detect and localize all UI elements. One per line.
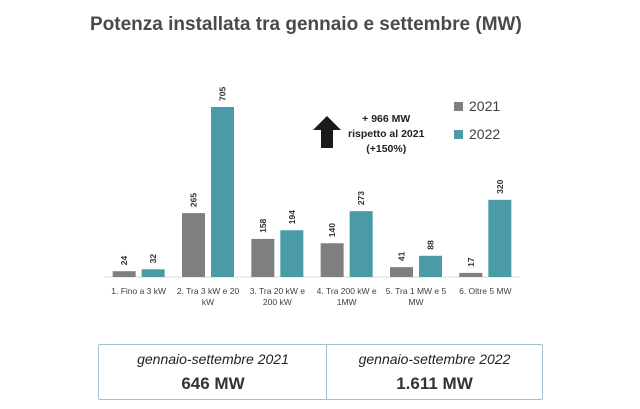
summary-value-2021: 646 MW [181, 374, 245, 393]
data-label-2022-4: 273 [356, 191, 366, 205]
legend-swatch-2022 [454, 129, 463, 139]
data-label-2021-4: 140 [327, 223, 337, 237]
bar-2022-3 [280, 230, 304, 277]
bar-2021-1 [112, 271, 136, 277]
legend-item-2021: 2021 [454, 92, 500, 120]
summary-box-2022: gennaio-settembre 2022 1.611 MW [326, 344, 543, 400]
data-label-2022-6: 320 [495, 179, 505, 193]
legend-label-2022: 2022 [469, 126, 501, 142]
bar-2021-3 [251, 238, 275, 277]
summary-period-2021: gennaio-settembre 2021 [137, 351, 289, 367]
data-label-2021-5: 41 [397, 251, 407, 261]
chart-title: Potenza installata tra gennaio e settemb… [90, 14, 522, 35]
bar-2022-4 [349, 211, 373, 277]
bar-2022-2 [211, 107, 234, 277]
data-label-2021-2: 265 [189, 193, 199, 207]
legend-swatch-2021 [454, 101, 463, 111]
data-label-2022-5: 88 [426, 240, 436, 250]
bar-2021-4 [320, 243, 344, 277]
data-label-2022-3: 194 [287, 210, 297, 224]
category-label-4: 4. Tra 200 kW e 1MW [317, 286, 377, 307]
category-label-2: 2. Tra 3 kW e 20 kW [177, 286, 240, 307]
category-label-6: 6. Oltre 5 MW [459, 286, 511, 296]
data-label-2021-3: 158 [258, 218, 268, 232]
bar-2022-5 [419, 255, 442, 277]
data-label-2021-1: 24 [119, 255, 129, 265]
legend-item-2022: 2022 [454, 120, 500, 148]
category-label-3: 3. Tra 20 kW e 200 kW [250, 286, 306, 307]
growth-callout: + 966 MW rispetto al 2021 (+150%) [312, 112, 424, 157]
category-label-1: 1. Fino a 3 kW [111, 286, 166, 296]
up-arrow-icon [313, 116, 341, 148]
bar-2022-1 [141, 269, 165, 277]
bar-2022-6 [488, 199, 512, 277]
data-label-2022-2: 705 [218, 87, 228, 101]
bar-2021-2 [182, 213, 205, 277]
data-label-2021-6: 17 [466, 257, 476, 267]
legend: 2021 2022 [454, 92, 500, 148]
summary-box-2021: gennaio-settembre 2021 646 MW [98, 344, 328, 400]
category-label-5: 5. Tra 1 MW e 5 MW [386, 286, 447, 307]
summary-period-2022: gennaio-settembre 2022 [358, 351, 511, 367]
data-label-2022-1: 32 [148, 254, 158, 264]
bar-2021-5 [390, 267, 413, 277]
summary-value-2022: 1.611 MW [396, 374, 473, 393]
callout-text: + 966 MW rispetto al 2021 (+150%) [348, 113, 425, 155]
legend-label-2021: 2021 [469, 98, 501, 114]
bar-2021-6 [459, 272, 483, 277]
